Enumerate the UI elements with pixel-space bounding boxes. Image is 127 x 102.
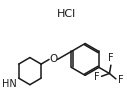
- Text: HCl: HCl: [57, 9, 76, 19]
- Text: F: F: [108, 53, 114, 63]
- Text: HN: HN: [2, 79, 17, 89]
- Text: O: O: [49, 54, 57, 64]
- Text: F: F: [94, 72, 99, 82]
- Text: F: F: [118, 75, 123, 85]
